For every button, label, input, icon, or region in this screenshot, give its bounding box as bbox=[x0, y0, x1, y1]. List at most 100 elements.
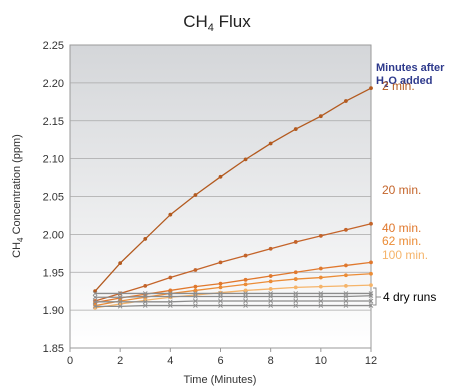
data-point bbox=[143, 237, 148, 241]
x-tick-label: 0 bbox=[67, 355, 73, 367]
y-tick-label: 2.00 bbox=[43, 229, 64, 241]
data-point bbox=[168, 275, 173, 280]
data-point bbox=[318, 233, 323, 238]
data-point bbox=[369, 86, 373, 91]
dry-runs-label: 4 dry runs bbox=[383, 290, 436, 304]
data-point bbox=[318, 303, 324, 308]
data-point bbox=[243, 157, 248, 162]
series-label-100-min: 100 min. bbox=[382, 248, 428, 262]
data-point bbox=[293, 298, 299, 304]
data-point bbox=[193, 294, 198, 299]
data-point bbox=[293, 303, 299, 308]
series-line-20-min bbox=[94, 223, 372, 302]
data-point bbox=[268, 274, 273, 278]
data-point bbox=[218, 294, 223, 299]
data-point bbox=[243, 303, 248, 308]
data-point bbox=[268, 246, 273, 251]
data-point bbox=[368, 303, 374, 308]
data-point bbox=[343, 294, 349, 299]
data-point bbox=[369, 271, 373, 276]
data-point bbox=[168, 294, 173, 299]
data-point bbox=[143, 283, 148, 288]
data-point bbox=[318, 275, 323, 280]
data-point bbox=[268, 287, 273, 291]
data-point bbox=[118, 261, 123, 266]
y-tick-label: 2.20 bbox=[43, 78, 64, 90]
gridlines bbox=[70, 82, 371, 311]
data-point bbox=[92, 304, 98, 309]
data-point bbox=[369, 221, 373, 226]
data-point bbox=[293, 270, 298, 275]
y-axis-label: CH4 Concentration (ppm) bbox=[11, 134, 25, 258]
data-point bbox=[243, 277, 248, 282]
series-line-2-min bbox=[94, 87, 372, 292]
data-point bbox=[344, 283, 348, 288]
series-label-40-min: 40 min. bbox=[382, 221, 421, 235]
y-tick-label: 2.15 bbox=[43, 116, 64, 128]
legend-heading: Minutes after bbox=[376, 62, 445, 74]
data-point bbox=[92, 294, 98, 300]
data-point bbox=[218, 303, 223, 308]
x-tick-label: 4 bbox=[167, 355, 173, 367]
data-point bbox=[369, 260, 373, 265]
x-tick-label: 10 bbox=[315, 355, 327, 367]
data-point bbox=[193, 298, 198, 304]
data-point bbox=[92, 291, 98, 296]
data-point bbox=[193, 268, 198, 272]
data-point bbox=[318, 114, 323, 119]
data-point bbox=[368, 293, 374, 299]
data-point bbox=[168, 212, 173, 217]
series-line-dry-run-2 bbox=[95, 295, 372, 298]
chart-title: CH4 Flux bbox=[183, 12, 251, 34]
y-tick-labels: 1.85 1.90 1.95 2.00 2.05 2.10 2.15 2.20 2.25 bbox=[43, 40, 64, 355]
data-point bbox=[343, 303, 349, 308]
data-point bbox=[344, 273, 348, 278]
data-point bbox=[268, 141, 273, 146]
data-point bbox=[117, 294, 123, 300]
data-point bbox=[168, 288, 173, 293]
data-point bbox=[193, 284, 198, 289]
data-point bbox=[243, 294, 248, 299]
y-tick-label: 1.95 bbox=[43, 267, 64, 279]
data-point bbox=[243, 298, 248, 304]
series-line-100-min bbox=[94, 284, 372, 309]
data-point bbox=[193, 288, 198, 293]
data-point bbox=[343, 298, 349, 304]
data-point bbox=[243, 288, 248, 293]
data-point bbox=[193, 193, 198, 197]
data-point bbox=[117, 299, 123, 305]
series-labels: 2 min. 20 min. 40 min.62 min.100 min. bbox=[382, 79, 428, 262]
y-tick-label: 1.90 bbox=[43, 305, 64, 317]
data-point bbox=[293, 294, 299, 299]
dry-runs-bracket bbox=[373, 287, 381, 306]
data-point bbox=[344, 263, 348, 268]
y-tick-label: 2.25 bbox=[43, 40, 64, 52]
x-tick-labels: 0 2 4 6 8 10 12 bbox=[67, 348, 377, 367]
data-point bbox=[168, 299, 173, 305]
data-point bbox=[142, 303, 148, 308]
data-point bbox=[92, 299, 98, 305]
data-point bbox=[293, 277, 298, 281]
data-point bbox=[218, 174, 223, 179]
data-point bbox=[218, 260, 223, 265]
data-point bbox=[344, 227, 348, 232]
series-group bbox=[92, 86, 374, 310]
x-tick-label: 12 bbox=[365, 355, 377, 367]
data-point bbox=[268, 294, 273, 299]
data-point bbox=[243, 282, 248, 287]
data-point bbox=[142, 299, 148, 305]
data-point bbox=[318, 298, 324, 304]
x-axis-label: Time (Minutes) bbox=[184, 374, 257, 386]
series-line-dry-run-3 bbox=[95, 300, 371, 303]
data-point bbox=[293, 127, 298, 131]
data-point bbox=[117, 304, 123, 309]
series-line-dry-run-4 bbox=[95, 304, 371, 307]
series-label-20-min: 20 min. bbox=[382, 183, 421, 197]
data-point bbox=[318, 266, 323, 271]
data-point bbox=[193, 303, 198, 308]
data-point bbox=[142, 294, 148, 299]
data-point bbox=[218, 281, 223, 286]
data-point bbox=[168, 303, 173, 308]
series-label-62-min: 62 min. bbox=[382, 234, 421, 248]
